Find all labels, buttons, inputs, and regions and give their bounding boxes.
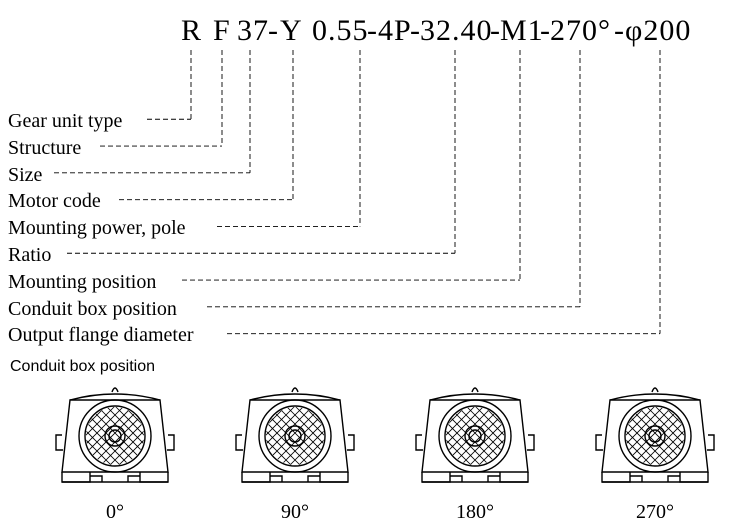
conduit-box-cell-0°: 0° <box>40 380 190 524</box>
conduit-box-label-90°: 90° <box>220 501 370 524</box>
callout-label-1: Structure <box>8 135 194 162</box>
motor-drawing-270° <box>590 380 720 490</box>
designation-part-2: 37 <box>237 14 269 48</box>
designation-part-15: φ200 <box>625 14 691 48</box>
page-root: RF37-Y0.55-4P-32.40-M1-270°-φ200 Gear un… <box>0 0 750 532</box>
callout-label-2: Size <box>8 162 194 189</box>
callout-label-7: Conduit box position <box>8 296 194 323</box>
designation-part-14: - <box>614 14 625 48</box>
designation-part-5: 0.55 <box>312 14 369 48</box>
designation-part-7: 4P <box>378 14 412 48</box>
callout-label-8: Output flange diameter <box>8 322 194 349</box>
motor-drawing-180° <box>410 380 540 490</box>
designation-part-1: F <box>213 14 231 48</box>
callout-label-6: Mounting position <box>8 269 194 296</box>
conduit-box-cell-180°: 180° <box>400 380 550 524</box>
conduit-box-cell-270°: 270° <box>580 380 730 524</box>
conduit-box-cell-90°: 90° <box>220 380 370 524</box>
designation-part-13: 270° <box>550 14 611 48</box>
callout-label-5: Ratio <box>8 242 194 269</box>
designation-part-11: M1 <box>500 14 544 48</box>
callout-label-3: Motor code <box>8 188 194 215</box>
conduit-box-row: 0° 90° 180° 270° <box>0 380 750 530</box>
conduit-box-label-270°: 270° <box>580 501 730 524</box>
callout-labels: Gear unit typeStructureSizeMotor codeMou… <box>8 108 194 349</box>
motor-drawing-90° <box>230 380 360 490</box>
callout-label-4: Mounting power, pole <box>8 215 194 242</box>
designation-part-3: - <box>268 14 279 48</box>
designation-part-4: Y <box>280 14 303 48</box>
designation-part-9: 32.40 <box>420 14 493 48</box>
designation-part-0: R <box>181 14 202 48</box>
motor-drawing-0° <box>50 380 180 490</box>
conduit-box-label-180°: 180° <box>400 501 550 524</box>
conduit-box-subheading: Conduit box position <box>10 358 155 376</box>
callout-label-0: Gear unit type <box>8 108 194 135</box>
conduit-box-label-0°: 0° <box>40 501 190 524</box>
designation-part-6: - <box>367 14 378 48</box>
